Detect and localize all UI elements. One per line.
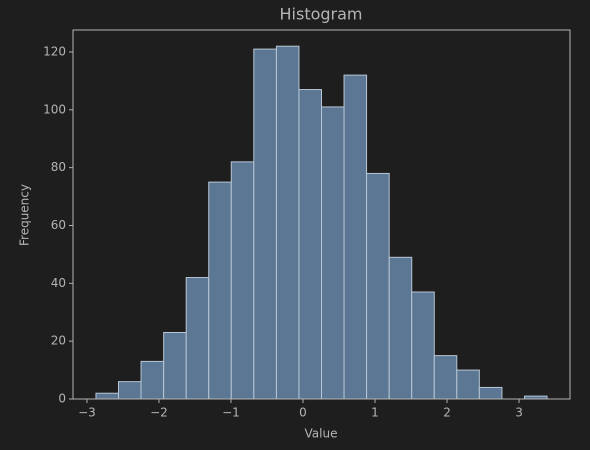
bar <box>95 392 120 400</box>
x-tick-label: −2 <box>150 406 168 420</box>
bar <box>163 331 187 400</box>
y-tick-label: 0 <box>58 392 66 406</box>
bar <box>343 74 368 400</box>
x-tick-label: −3 <box>78 406 96 420</box>
bar <box>253 48 277 400</box>
bar <box>456 369 480 400</box>
y-tick-label: 100 <box>43 102 66 116</box>
bar <box>388 256 413 400</box>
x-tick-label: 2 <box>443 406 451 420</box>
y-tick-label: 60 <box>51 218 66 232</box>
bar <box>275 45 300 400</box>
bar <box>298 89 322 400</box>
chart-title: Histogram <box>280 5 363 24</box>
bar <box>433 355 458 400</box>
x-axis-label: Value <box>305 427 338 441</box>
plot-frame <box>72 29 571 400</box>
bar <box>185 277 210 400</box>
bar <box>118 381 142 400</box>
y-tick-label: 120 <box>43 44 66 58</box>
bar <box>321 106 345 400</box>
y-tick-label: 80 <box>51 160 66 174</box>
x-tick-label: −1 <box>222 406 240 420</box>
y-tick-label: 20 <box>51 334 66 348</box>
bar <box>411 291 435 400</box>
y-axis-label: Frequency <box>18 184 32 246</box>
x-tick-label: 1 <box>371 406 379 420</box>
bar <box>230 161 255 400</box>
x-tick-label: 3 <box>515 406 523 420</box>
bar <box>366 172 390 400</box>
y-tick-label: 40 <box>51 276 66 290</box>
bar <box>208 181 232 400</box>
x-tick-label: 0 <box>299 406 307 420</box>
bar <box>478 386 503 400</box>
bar <box>140 360 165 400</box>
